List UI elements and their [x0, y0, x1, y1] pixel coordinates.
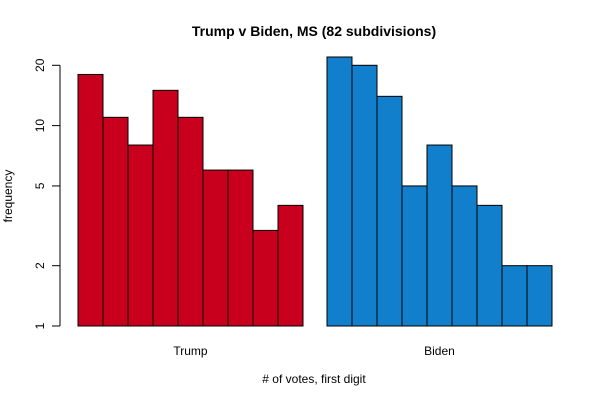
bar-biden-digit-7	[476, 204, 503, 327]
y-tick-label-1: 1	[33, 322, 47, 329]
bar-trump-digit-4	[152, 89, 179, 327]
y-tick-label-20: 20	[33, 58, 47, 72]
category-label-trump: Trump	[173, 344, 208, 358]
chart-title: Trump v Biden, MS (82 subdivisions)	[192, 23, 436, 39]
bar-trump-digit-5	[177, 116, 204, 327]
bar-biden-digit-9	[526, 265, 553, 327]
x-axis-label: # of votes, first digit	[262, 372, 366, 386]
bar-biden-digit-6	[451, 185, 478, 327]
bar-trump-digit-7	[227, 169, 254, 327]
bar-biden-digit-2	[351, 64, 378, 327]
category-label-biden: Biden	[424, 344, 455, 358]
bar-biden-digit-5	[426, 144, 453, 327]
y-axis-label: frequency	[1, 170, 15, 223]
bar-biden-digit-1	[326, 56, 353, 327]
bar-trump-digit-6	[202, 169, 229, 327]
bars-layer	[77, 56, 553, 327]
bar-biden-digit-8	[501, 265, 528, 327]
category-labels: Trump Biden	[173, 344, 454, 358]
bar-trump-digit-3	[127, 144, 154, 327]
y-tick-label-10: 10	[33, 119, 47, 133]
bar-biden-digit-4	[401, 185, 428, 327]
bar-trump-digit-8	[252, 229, 279, 327]
y-tick-label-5: 5	[33, 182, 47, 189]
y-tick-label-2: 2	[33, 262, 47, 269]
bar-trump-digit-9	[277, 204, 304, 327]
bar-trump-digit-2	[102, 116, 129, 327]
y-axis: 1 2 5 10 20	[33, 58, 61, 329]
bar-biden-digit-3	[376, 95, 403, 327]
bar-trump-digit-1	[77, 73, 104, 327]
